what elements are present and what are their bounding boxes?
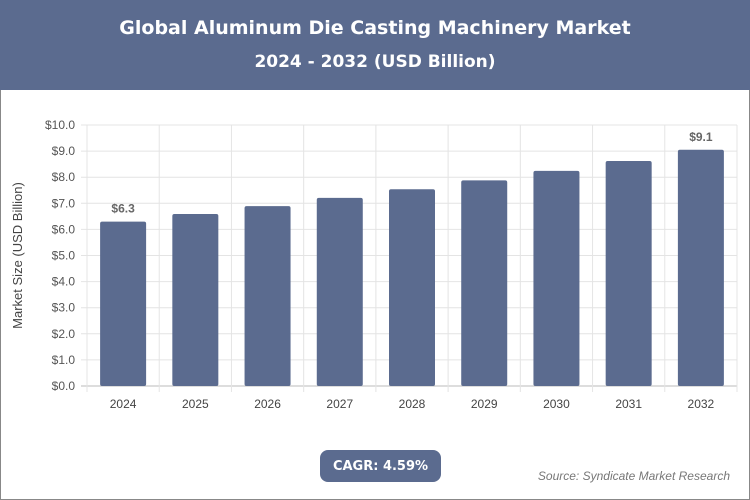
source-note: Source: Syndicate Market Research <box>537 469 730 483</box>
y-tick-label: $3.0 <box>52 301 76 315</box>
chart-header: Global Aluminum Die Casting Machinery Ma… <box>0 0 750 90</box>
x-tick-label: 2028 <box>399 397 426 411</box>
y-tick-label: $2.0 <box>52 327 76 341</box>
y-tick-label: $1.0 <box>52 353 76 367</box>
bar-2031 <box>605 161 652 386</box>
x-tick-label: 2027 <box>326 397 353 411</box>
bar-2027 <box>316 197 363 386</box>
x-tick-label: 2025 <box>182 397 209 411</box>
y-tick-label: $10.0 <box>45 118 75 132</box>
chart-subtitle: 2024 - 2032 (USD Billion) <box>254 52 496 72</box>
x-tick-label: 2031 <box>615 397 642 411</box>
x-tick-label: 2026 <box>254 397 281 411</box>
y-tick-label: $4.0 <box>52 275 76 289</box>
data-label: $6.3 <box>111 202 135 216</box>
bar-2032 <box>677 149 724 386</box>
bar-2030 <box>533 170 580 386</box>
x-tick-label: 2030 <box>543 397 570 411</box>
bar-chart: $0.0 $1.0 $2.0 $3.0 $4.0 $5.0 $6.0 $7.0 $8.0 $9.0… <box>10 118 738 411</box>
y-tick-label: $7.0 <box>52 196 76 210</box>
bar-2029 <box>461 180 508 386</box>
y-tick-label: $9.0 <box>52 144 76 158</box>
x-tick-label: 2024 <box>110 397 137 411</box>
cagr-badge: CAGR: 4.59% <box>320 450 441 482</box>
bar-2026 <box>244 206 291 386</box>
y-tick-label: $6.0 <box>52 222 76 236</box>
bar-2024 <box>100 221 147 386</box>
y-tick-label: $0.0 <box>52 379 76 393</box>
bar-2028 <box>389 189 435 386</box>
data-label: $9.1 <box>689 130 713 144</box>
y-axis-label: Market Size (USD Billion) <box>10 182 25 329</box>
x-tick-label: 2029 <box>471 397 498 411</box>
y-tick-label: $8.0 <box>52 170 76 184</box>
bar-2025 <box>172 214 219 386</box>
y-tick-label: $5.0 <box>52 249 76 263</box>
x-tick-label: 2032 <box>688 397 715 411</box>
chart-title: Global Aluminum Die Casting Machinery Ma… <box>119 17 631 39</box>
